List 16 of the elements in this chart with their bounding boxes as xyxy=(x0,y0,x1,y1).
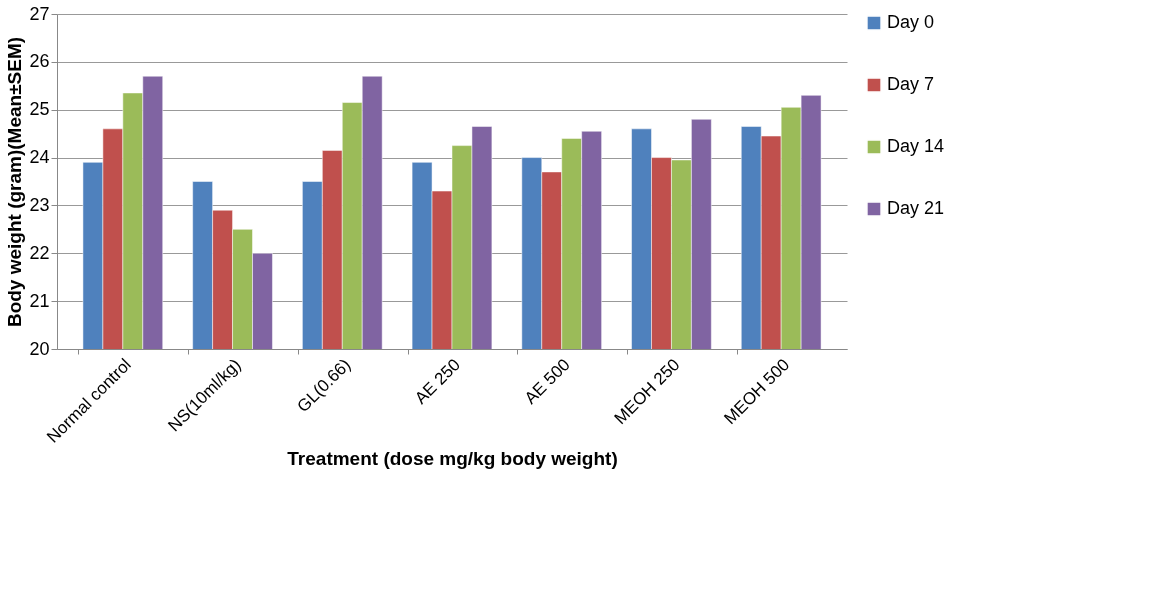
legend-label: Day 21 xyxy=(887,198,945,218)
legend-label: Day 7 xyxy=(887,74,935,94)
y-tick-label: 25 xyxy=(29,99,50,120)
x-tick-label: AE 500 xyxy=(520,355,574,408)
y-tick-label: 23 xyxy=(29,194,50,215)
y-tick-label: 21 xyxy=(29,290,50,311)
y-tick-label: 22 xyxy=(29,242,50,263)
x-axis-title: Treatment (dose mg/kg body weight) xyxy=(287,447,618,469)
y-axis-title: Body weight (gram)(Mean±SEM) xyxy=(4,36,26,328)
y-tick-label: 26 xyxy=(29,51,50,72)
legend-label: Day 0 xyxy=(887,12,935,32)
y-tick-label: 20 xyxy=(29,338,50,359)
y-tick-label: 27 xyxy=(29,3,50,24)
y-tick-label: 24 xyxy=(29,147,50,168)
x-tick-label: AE 250 xyxy=(411,355,465,408)
legend-label: Day 14 xyxy=(887,136,945,156)
